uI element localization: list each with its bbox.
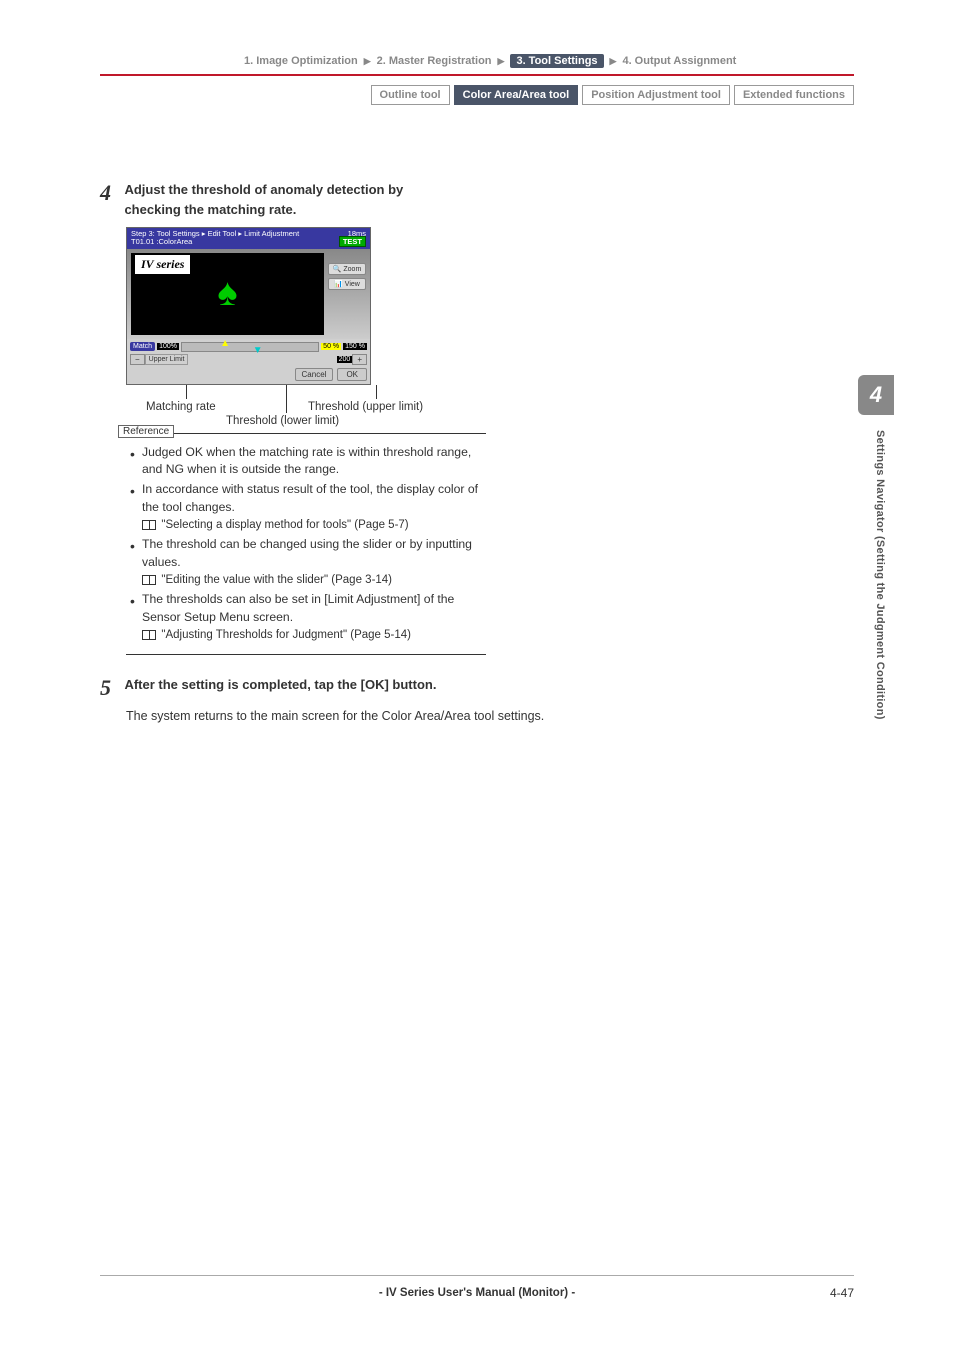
device-screenshot: Step 3: Tool Settings ▸ Edit Tool ▸ Limi… bbox=[126, 227, 371, 385]
slider-track[interactable]: ▲ ▼ bbox=[181, 342, 319, 352]
tab-outline-tool[interactable]: Outline tool bbox=[371, 85, 450, 105]
callout-matching-rate: Matching rate bbox=[146, 401, 216, 413]
reference-item: In accordance with status result of the … bbox=[130, 481, 482, 534]
ok-button[interactable]: OK bbox=[337, 368, 367, 381]
breadcrumb-item: 4. Output Assignment bbox=[622, 55, 736, 67]
upper-thumb-icon[interactable]: ▲ bbox=[220, 338, 230, 349]
chevron-right-icon: ▶ bbox=[364, 56, 371, 67]
screenshot-callouts: Matching rate Threshold (upper limit) Th… bbox=[126, 385, 496, 429]
reference-text: The thresholds can also be set in [Limit… bbox=[142, 592, 454, 624]
breadcrumb: 1. Image Optimization ▶ 2. Master Regist… bbox=[244, 54, 736, 68]
screenshot-header: Step 3: Tool Settings ▸ Edit Tool ▸ Limi… bbox=[127, 228, 370, 249]
tab-extended-functions[interactable]: Extended functions bbox=[734, 85, 854, 105]
breadcrumb-item-active: 3. Tool Settings bbox=[510, 54, 603, 68]
reference-text: The threshold can be changed using the s… bbox=[142, 537, 472, 569]
plus-button[interactable]: + bbox=[352, 354, 367, 365]
iv-series-label: IV series bbox=[135, 255, 190, 274]
step-4: 4 Adjust the threshold of anomaly detect… bbox=[100, 180, 560, 655]
callout-line bbox=[376, 385, 377, 399]
test-badge: TEST bbox=[339, 236, 366, 247]
step-title: Adjust the threshold of anomaly detectio… bbox=[124, 180, 454, 219]
book-icon bbox=[142, 575, 156, 585]
breadcrumb-item: 1. Image Optimization bbox=[244, 55, 358, 67]
reference-item: The thresholds can also be set in [Limit… bbox=[130, 591, 482, 644]
callout-threshold-upper: Threshold (upper limit) bbox=[308, 401, 423, 413]
chevron-right-icon: ▶ bbox=[610, 56, 617, 67]
cross-reference: "Editing the value with the slider" (Pag… bbox=[161, 574, 392, 586]
minus-button[interactable]: − bbox=[130, 354, 145, 365]
view-button[interactable]: 📊 View bbox=[328, 278, 366, 290]
tool-tabs: Outline tool Color Area/Area tool Positi… bbox=[371, 85, 854, 105]
threshold-slider-panel: Match 100% ▲ ▼ 50 % 150 % − Upper Limit … bbox=[127, 339, 370, 384]
cross-reference: "Adjusting Thresholds for Judgment" (Pag… bbox=[161, 629, 411, 641]
reference-item: Judged OK when the matching rate is with… bbox=[130, 444, 482, 479]
match-label: Match bbox=[130, 342, 155, 351]
breadcrumb-item: 2. Master Registration bbox=[377, 55, 492, 67]
tab-position-adjustment[interactable]: Position Adjustment tool bbox=[582, 85, 730, 105]
threshold-value: 50 % bbox=[321, 343, 341, 350]
lower-thumb-icon[interactable]: ▼ bbox=[253, 345, 263, 356]
chevron-right-icon: ▶ bbox=[498, 56, 505, 67]
callout-line bbox=[286, 385, 287, 413]
limit-label[interactable]: Upper Limit bbox=[145, 354, 189, 365]
step-5: 5 After the setting is completed, tap th… bbox=[100, 675, 560, 726]
spade-icon: ♠ bbox=[217, 272, 237, 315]
tab-color-area-tool[interactable]: Color Area/Area tool bbox=[454, 85, 579, 105]
reference-text: In accordance with status result of the … bbox=[142, 482, 478, 514]
box-value: 200 bbox=[337, 356, 353, 363]
cancel-button[interactable]: Cancel bbox=[295, 368, 334, 381]
step-body: The system returns to the main screen fo… bbox=[126, 707, 560, 726]
chapter-title: Settings Navigator (Setting the Judgment… bbox=[874, 430, 886, 720]
step-number: 4 bbox=[100, 180, 120, 206]
page-footer: - IV Series User's Manual (Monitor) - 4-… bbox=[100, 1286, 854, 1300]
match-value: 100% bbox=[157, 343, 179, 350]
zoom-button[interactable]: 🔍 Zoom bbox=[328, 263, 366, 275]
reference-label: Reference bbox=[118, 425, 174, 438]
reference-box: Reference Judged OK when the matching ra… bbox=[126, 433, 486, 656]
max-value: 150 % bbox=[343, 343, 367, 350]
screenshot-tool-id: T01.01 :ColorArea bbox=[131, 238, 299, 246]
bottom-rule bbox=[100, 1275, 854, 1276]
reference-text: Judged OK when the matching rate is with… bbox=[142, 445, 471, 477]
book-icon bbox=[142, 520, 156, 530]
book-icon bbox=[142, 630, 156, 640]
cross-reference: "Selecting a display method for tools" (… bbox=[161, 519, 408, 531]
preview-canvas: IV series ♠ bbox=[131, 253, 324, 335]
chapter-tab: 4 bbox=[858, 375, 894, 415]
step-number: 5 bbox=[100, 675, 120, 701]
footer-title: - IV Series User's Manual (Monitor) - bbox=[100, 1287, 854, 1299]
callout-line bbox=[186, 385, 187, 399]
reference-item: The threshold can be changed using the s… bbox=[130, 536, 482, 589]
callout-threshold-lower: Threshold (lower limit) bbox=[226, 415, 339, 427]
step-title: After the setting is completed, tap the … bbox=[124, 675, 454, 695]
top-rule bbox=[100, 74, 854, 76]
